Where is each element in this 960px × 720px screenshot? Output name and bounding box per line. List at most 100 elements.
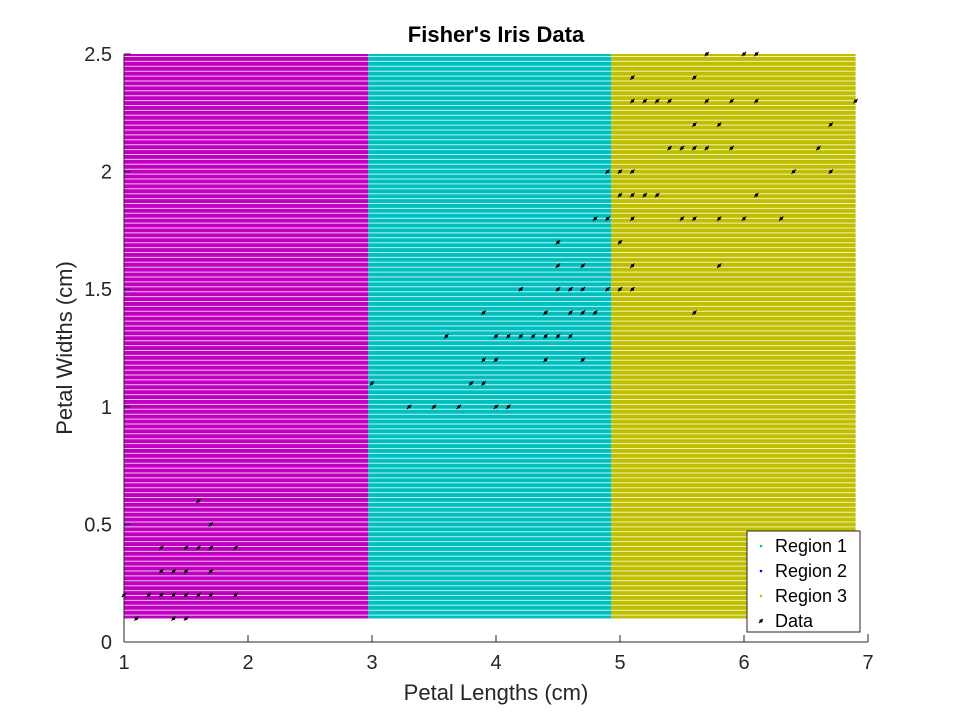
data-point: [778, 216, 784, 222]
data-point: [617, 239, 623, 245]
data-point: [443, 333, 449, 339]
region-3-mesh: [611, 56, 856, 616]
data-point: [158, 592, 164, 598]
region-3: [611, 54, 856, 619]
data-point: [828, 122, 834, 128]
data-point: [642, 98, 648, 104]
y-tick-label: 1.5: [84, 279, 112, 301]
data-point: [456, 404, 462, 410]
data-points: [121, 51, 859, 622]
data-point: [233, 545, 239, 551]
data-point: [195, 545, 201, 551]
data-point: [133, 615, 139, 622]
data-point: [753, 51, 759, 57]
legend-label: Region 1: [775, 536, 847, 556]
x-axis-label: Petal Lengths (cm): [404, 680, 589, 705]
data-point: [580, 357, 586, 363]
data-point: [555, 333, 561, 339]
data-point: [629, 169, 635, 175]
data-point: [369, 380, 375, 386]
data-point: [667, 145, 673, 151]
region-2-mesh: [368, 56, 612, 616]
data-point: [667, 98, 673, 104]
axes: 1 2 3 4 5 6 7 0 0.5 1 1.5 2 2.5: [84, 44, 873, 674]
data-point: [679, 216, 685, 222]
data-point: [791, 169, 797, 175]
x-tick-label: 5: [614, 652, 625, 674]
data-point: [605, 216, 611, 222]
legend-marker: [759, 569, 763, 573]
data-point: [183, 592, 189, 598]
data-point: [580, 263, 586, 269]
data-point: [543, 310, 549, 316]
data-point: [431, 404, 437, 410]
data-point: [654, 98, 660, 104]
x-tick-label: 4: [490, 652, 501, 674]
data-point: [815, 145, 821, 151]
y-tick-label: 2.5: [84, 44, 112, 66]
data-point: [580, 286, 586, 292]
data-point: [617, 286, 623, 292]
data-point: [543, 357, 549, 363]
data-point: [741, 216, 747, 222]
data-point: [481, 380, 487, 386]
data-point: [468, 380, 474, 386]
data-point: [567, 310, 573, 316]
y-tick-label: 1: [101, 397, 112, 419]
data-point: [592, 216, 598, 222]
data-point: [493, 404, 499, 410]
data-point: [530, 333, 536, 339]
data-point: [629, 263, 635, 269]
x-tick-label: 2: [242, 652, 253, 674]
data-point: [518, 286, 524, 292]
data-point: [704, 145, 710, 151]
data-point: [493, 357, 499, 363]
data-point: [617, 192, 623, 198]
data-point: [505, 333, 511, 339]
data-point: [716, 263, 722, 269]
x-tick-label: 1: [118, 652, 129, 674]
legend-marker: [759, 544, 763, 548]
legend-box: [746, 530, 861, 633]
chart-title: Fisher's Iris Data: [408, 22, 585, 47]
region-2: [368, 54, 612, 619]
data-point: [171, 592, 177, 598]
data-point: [605, 286, 611, 292]
data-point: [853, 98, 859, 104]
data-point: [208, 592, 214, 598]
data-point: [183, 545, 189, 551]
data-point: [580, 310, 586, 316]
data-point: [543, 333, 549, 339]
legend: Region 1 Region 2 Region 3 Data: [746, 530, 861, 633]
data-point: [555, 286, 561, 292]
data-point: [567, 286, 573, 292]
plot-area: [124, 54, 856, 619]
legend-item: Region 1: [759, 536, 847, 556]
data-point: [654, 192, 660, 198]
legend-item: Region 3: [759, 586, 847, 606]
data-point: [158, 545, 164, 551]
data-point: [691, 122, 697, 128]
data-point: [481, 310, 487, 316]
data-point: [481, 357, 487, 363]
y-axis-label: Petal Widths (cm): [52, 261, 77, 435]
data-point: [406, 404, 412, 410]
data-point: [741, 51, 747, 57]
data-point: [605, 169, 611, 175]
x-tick-label: 3: [366, 652, 377, 674]
data-point: [592, 310, 598, 316]
data-point: [171, 568, 177, 574]
data-point: [629, 286, 635, 292]
data-point: [518, 333, 524, 339]
region-1-mesh: [124, 56, 369, 616]
data-point: [233, 592, 239, 598]
legend-label: Data: [775, 611, 814, 631]
data-point: [208, 568, 214, 574]
data-point: [183, 568, 189, 574]
data-point: [158, 568, 164, 574]
data-point: [617, 169, 623, 175]
data-point: [691, 216, 697, 222]
data-point: [679, 145, 685, 151]
data-point: [629, 216, 635, 222]
